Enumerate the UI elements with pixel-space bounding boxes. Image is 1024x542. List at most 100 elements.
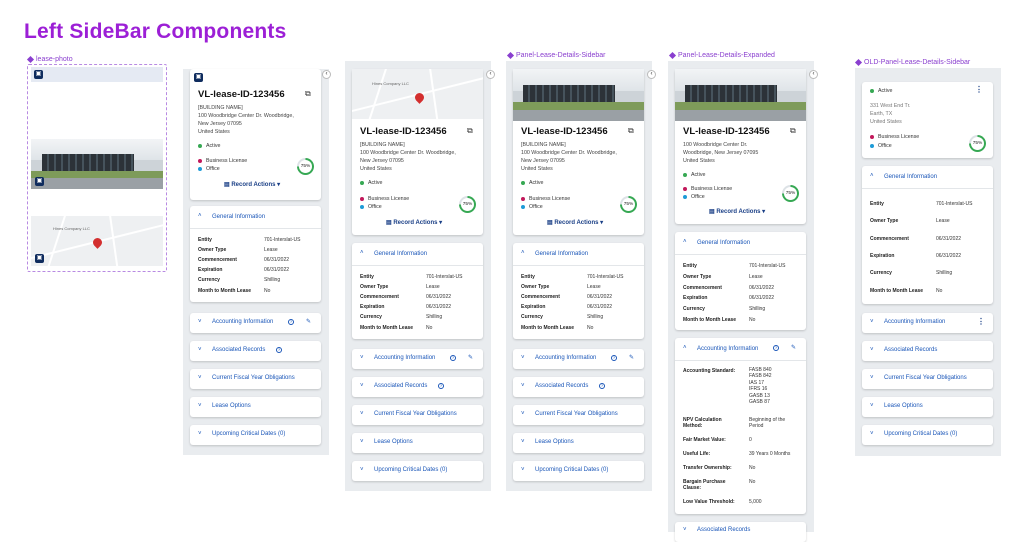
- general-rows-5-v: No: [936, 288, 943, 294]
- more-icon[interactable]: ⋮: [975, 85, 983, 94]
- help-icon[interactable]: ?: [438, 383, 444, 389]
- collapse-button[interactable]: ‹: [322, 70, 331, 79]
- general-rows-1-k: Owner Type: [198, 247, 227, 253]
- accounting-rows-0-v4: IFRS 16: [749, 386, 768, 393]
- sections-general[interactable]: General Information: [697, 240, 751, 246]
- photo-variant-empty: ▣: [31, 67, 163, 82]
- general-rows-5-v: No: [749, 317, 756, 323]
- edit-icon[interactable]: ✎: [306, 319, 312, 325]
- associated-card[interactable]: ˅ Associated Records?: [513, 377, 644, 397]
- edit-icon[interactable]: ✎: [629, 355, 635, 361]
- accounting-rows-1-v1: Beginning of the: [749, 417, 786, 423]
- options-card[interactable]: ˅ Lease Options: [513, 433, 644, 453]
- fiscal-card[interactable]: ˅ Current Fiscal Year Obligations: [352, 405, 483, 425]
- critical-card[interactable]: ˅ Upcoming Critical Dates (0): [352, 461, 483, 481]
- collapse-button[interactable]: ‹: [647, 70, 656, 79]
- lease-progress-label: 75%: [784, 187, 797, 200]
- help-icon[interactable]: ?: [599, 383, 605, 389]
- general-rows-5-k: Month to Month Lease: [521, 325, 575, 331]
- sections-associated: Associated Records: [535, 383, 589, 389]
- old-fiscal-card[interactable]: ˅ Current Fiscal Year Obligations: [862, 369, 993, 389]
- general-rows-0-k: Entity: [521, 274, 535, 280]
- options-card[interactable]: ˅ Lease Options: [190, 397, 321, 417]
- general-rows-3-v: 06/31/2022: [264, 267, 290, 273]
- copy-icon[interactable]: ⧉: [628, 126, 634, 135]
- general-rows-3-v: 06/31/2022: [936, 253, 962, 259]
- edit-icon[interactable]: ✎: [791, 345, 797, 351]
- sections-accounting[interactable]: Accounting Information: [697, 346, 759, 352]
- camera-icon[interactable]: ▣: [35, 254, 44, 263]
- general-rows-0-v: 701-Interslat-US: [749, 263, 786, 269]
- lease-progress-label: 75%: [461, 198, 474, 211]
- general-rows-4-k: Currency: [870, 270, 892, 276]
- help-icon[interactable]: ?: [611, 355, 617, 361]
- frame-label-old-sidebar: OLD-Panel-Lease-Details-Sidebar: [854, 58, 970, 66]
- record-actions-button[interactable]: ▤ Record Actions ▾: [224, 182, 281, 188]
- record-actions-button[interactable]: ▤ Record Actions ▾: [709, 209, 766, 215]
- general-rows-2-v: 06/31/2022: [587, 294, 613, 300]
- general-rows-1-k: Owner Type: [521, 284, 550, 290]
- lease-map-label: Hines Company LLC: [372, 81, 409, 86]
- help-icon[interactable]: ?: [773, 345, 779, 351]
- lease-address-line1-short: 100 Woodbridge Center Dr.: [683, 142, 748, 148]
- associated-card[interactable]: ˅ Associated Records: [675, 522, 806, 542]
- collapse-button[interactable]: ‹: [809, 70, 818, 79]
- old-accounting-card[interactable]: ˅ Accounting Information ⋮: [862, 313, 993, 333]
- accounting-rows-0-v3: IAS 17: [749, 379, 765, 386]
- critical-card[interactable]: ˅ Upcoming Critical Dates (0): [190, 425, 321, 445]
- lease-type: Office: [529, 204, 543, 210]
- critical-card[interactable]: ˅ Upcoming Critical Dates (0): [513, 461, 644, 481]
- more-icon[interactable]: ⋮: [977, 317, 985, 326]
- fiscal-card[interactable]: ˅ Current Fiscal Year Obligations: [513, 405, 644, 425]
- chevron-up-icon[interactable]: ˄: [198, 213, 202, 219]
- record-actions-button[interactable]: ▤ Record Actions ▾: [547, 220, 604, 226]
- general-rows-0-k: Entity: [360, 274, 374, 280]
- copy-icon[interactable]: ⧉: [305, 89, 311, 98]
- record-actions-button[interactable]: ▤ Record Actions ▾: [386, 220, 443, 226]
- associated-card[interactable]: ˅ Associated Records?: [190, 341, 321, 361]
- edit-icon[interactable]: ✎: [468, 355, 474, 361]
- help-icon[interactable]: ?: [276, 347, 282, 353]
- general-rows-4-v: Shilling: [587, 314, 604, 320]
- help-icon[interactable]: ?: [288, 319, 294, 325]
- general-rows-0-v: 701-Interslat-US: [264, 237, 301, 243]
- chevron-up-icon[interactable]: ˄: [683, 345, 687, 351]
- copy-icon[interactable]: ⧉: [467, 126, 473, 135]
- old-options-card[interactable]: ˅ Lease Options: [862, 397, 993, 417]
- camera-icon[interactable]: ▣: [35, 177, 44, 186]
- accounting-card[interactable]: ˅ Accounting Information ? ✎: [190, 313, 321, 333]
- options-card[interactable]: ˅ Lease Options: [352, 433, 483, 453]
- general-rows-4-v: Shilling: [264, 277, 281, 283]
- sections-general[interactable]: General Information: [535, 251, 589, 257]
- general-rows-5-v: No: [587, 325, 594, 331]
- accounting-card[interactable]: ˅ Accounting Information ? ✎: [513, 349, 644, 369]
- section-general[interactable]: General Information: [212, 214, 266, 220]
- lease-type: Office: [206, 166, 220, 172]
- old-associated-card[interactable]: ˅ Associated Records: [862, 341, 993, 361]
- old-header-card: Active ⋮ 331 West End Tr. Earth, TX United…: [862, 82, 993, 158]
- general-rows-2-v: 06/31/2022: [749, 285, 775, 291]
- camera-icon[interactable]: ▣: [34, 70, 43, 79]
- accounting-rows-5-v: No: [749, 479, 756, 485]
- lease-type: Office: [368, 204, 382, 210]
- sections-general[interactable]: General Information: [884, 174, 938, 180]
- general-rows-5-v: No: [264, 288, 271, 294]
- associated-card[interactable]: ˅ Associated Records?: [352, 377, 483, 397]
- lease-header-card: VL-lease-ID-123456 ⧉ [BUILDING NAME] 100 …: [513, 69, 644, 235]
- copy-icon[interactable]: ⧉: [790, 126, 796, 135]
- frame-label-details-sidebar: Panel-Lease-Details-Sidebar: [506, 51, 606, 59]
- lease-status: Active: [206, 143, 221, 149]
- help-icon[interactable]: ?: [450, 355, 456, 361]
- lease-id: VL-lease-ID-123456: [360, 126, 447, 137]
- sections-critical: Upcoming Critical Dates (0): [212, 431, 286, 437]
- lease-record-actions: Record Actions: [716, 209, 761, 215]
- fiscal-card[interactable]: ˅ Current Fiscal Year Obligations: [190, 369, 321, 389]
- old-critical-card[interactable]: ˅ Upcoming Critical Dates (0): [862, 425, 993, 445]
- general-rows-1-v: Lease: [749, 274, 763, 280]
- sections-fiscal: Current Fiscal Year Obligations: [374, 411, 457, 417]
- collapse-button[interactable]: ‹: [486, 70, 495, 79]
- accounting-card[interactable]: ˅ Accounting Information ? ✎: [352, 349, 483, 369]
- camera-icon[interactable]: ▣: [194, 73, 203, 82]
- frame-label-details-expanded: Panel-Lease-Details-Expanded: [668, 51, 775, 59]
- sections-general[interactable]: General Information: [374, 251, 428, 257]
